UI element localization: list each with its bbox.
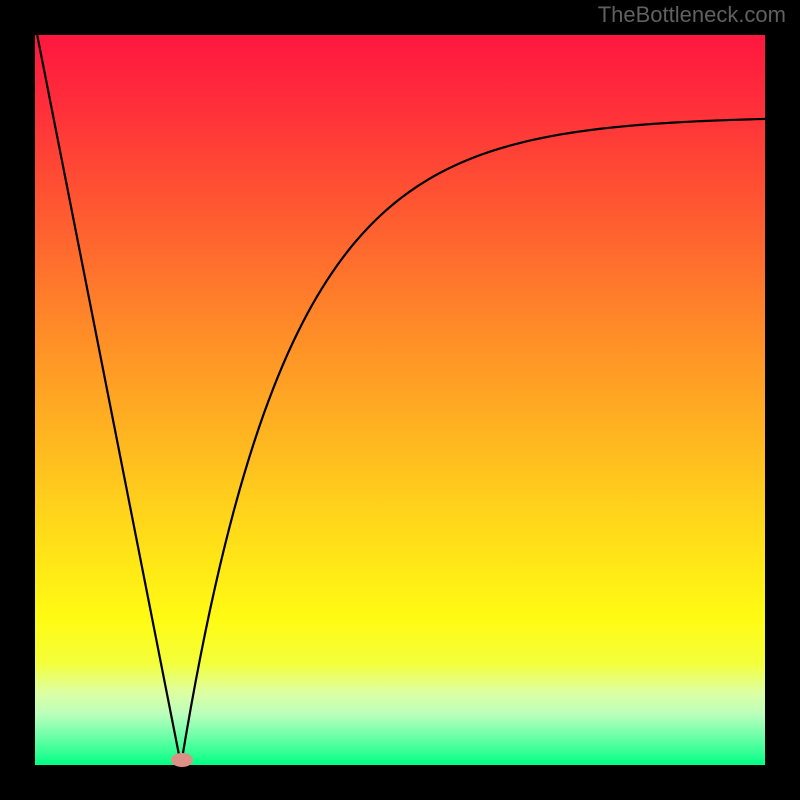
curve-path [37,35,765,765]
bottleneck-curve [35,35,765,765]
minimum-marker [171,753,193,767]
chart-stage: TheBottleneck.com [0,0,800,800]
plot-frame [33,33,767,767]
watermark-text: TheBottleneck.com [598,2,786,28]
